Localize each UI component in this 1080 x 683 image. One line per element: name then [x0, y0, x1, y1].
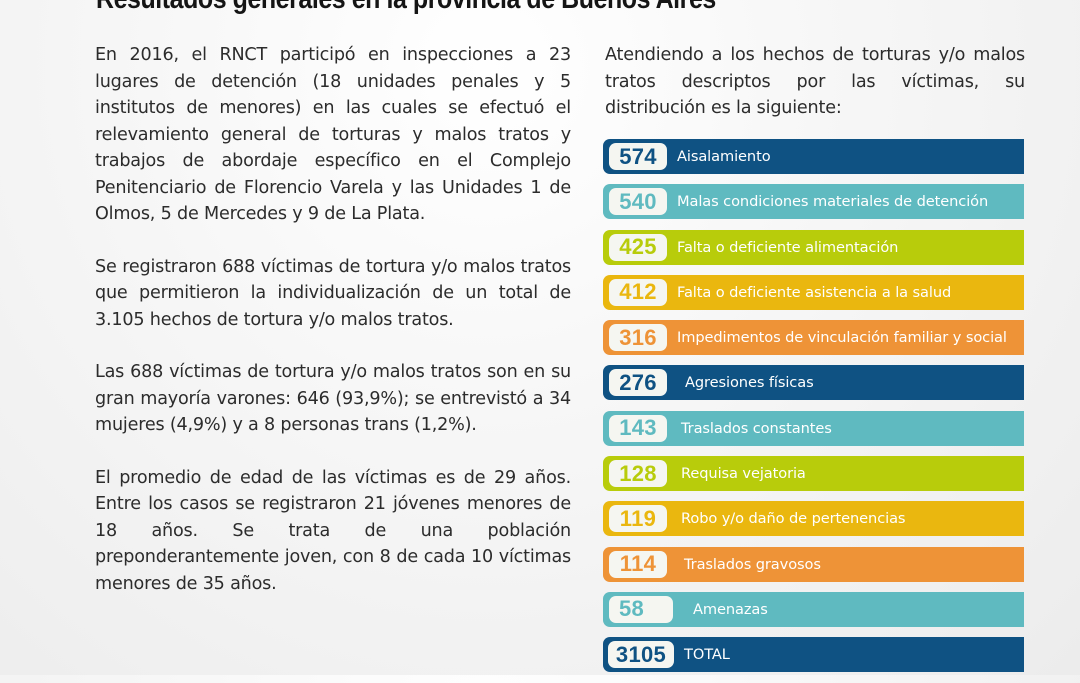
row-value: 119: [609, 505, 667, 533]
row-label: Falta o deficiente alimentación: [677, 238, 899, 256]
row-value: 58: [609, 595, 673, 623]
distribution-row-vinculacion: 316 Impedimentos de vinculación familiar…: [603, 320, 1024, 356]
distribution-intro: Atendiendo a los hechos de torturas y/o …: [605, 45, 1025, 118]
row-value: 143: [609, 414, 667, 442]
paragraph-inspections: En 2016, el RNCT participó en inspeccion…: [95, 45, 571, 224]
distribution-row-traslados-constantes: 143 Traslados constantes: [603, 410, 1024, 446]
distribution-row-total: 3105 TOTAL: [603, 637, 1024, 673]
paragraph-age: El promedio de edad de las víctimas es d…: [95, 467, 571, 594]
row-label: TOTAL: [684, 646, 730, 664]
row-label: Falta o deficiente asistencia a la salud: [677, 283, 952, 301]
distribution-row-alimentacion: 425 Falta o deficiente alimentación: [603, 229, 1024, 265]
distribution-row-aislamiento: 574 Aisalamiento: [603, 139, 1024, 174]
distribution-row-robo: 119 Robo y/o daño de pertenencias: [603, 501, 1024, 537]
distribution-row-requisa: 128 Requisa vejatoria: [603, 456, 1024, 492]
row-value: 114: [609, 550, 667, 578]
row-label: Robo y/o daño de pertenencias: [681, 510, 906, 528]
page-title: Resultados generales en la provincia de …: [96, 0, 716, 16]
row-value: 425: [609, 233, 667, 261]
row-value: 574: [609, 143, 667, 170]
row-label: Traslados gravosos: [684, 555, 821, 573]
row-value: 316: [609, 324, 667, 352]
row-label: Impedimentos de vinculación familiar y s…: [677, 329, 1007, 347]
row-label: Traslados constantes: [681, 419, 832, 437]
row-label: Amenazas: [693, 600, 768, 618]
row-label: Malas condiciones materiales de detenció…: [677, 193, 989, 211]
row-label: Agresiones físicas: [685, 374, 814, 392]
distribution-row-malas-condiciones: 540 Malas condiciones materiales de dete…: [603, 184, 1024, 220]
distribution-row-amenazas: 58 Amenazas: [603, 591, 1024, 627]
paragraph-victims: Se registraron 688 víctimas de tortura y…: [95, 256, 571, 330]
distribution-list: 574 Aisalamiento 540 Malas condiciones m…: [603, 139, 1024, 683]
distribution-row-salud: 412 Falta o deficiente asistencia a la s…: [603, 274, 1024, 310]
summary-text: En 2016, el RNCT participó en inspeccion…: [95, 42, 571, 623]
row-value: 3105: [608, 641, 674, 669]
row-value: 412: [609, 278, 667, 306]
row-label: Aisalamiento: [677, 148, 771, 165]
row-value: 276: [609, 369, 667, 397]
distribution-row-agresiones: 276 Agresiones físicas: [603, 365, 1024, 401]
distribution-row-traslados-gravosos: 114 Traslados gravosos: [603, 546, 1024, 582]
paragraph-gender: Las 688 víctimas de tortura y/o malos tr…: [95, 362, 571, 435]
row-value: 540: [609, 188, 667, 216]
row-value: 128: [609, 460, 667, 488]
row-label: Requisa vejatoria: [681, 465, 806, 483]
